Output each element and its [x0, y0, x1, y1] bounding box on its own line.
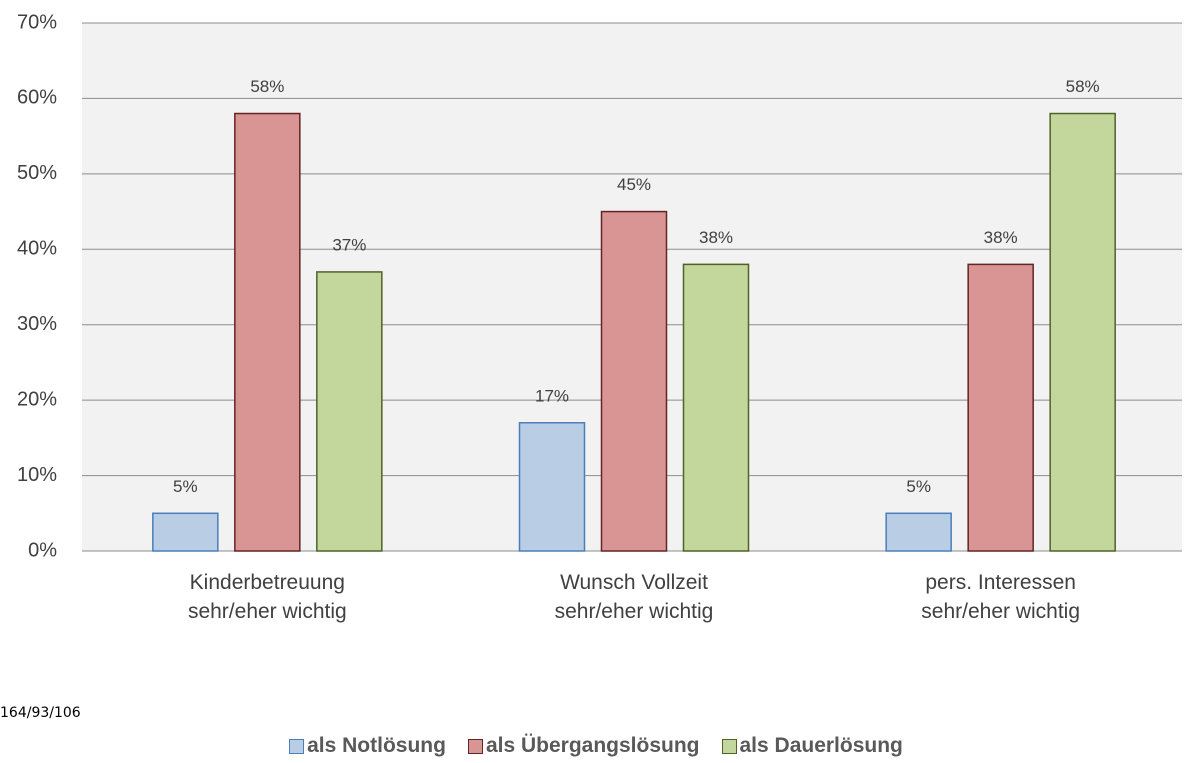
y-tick-label: 30%: [17, 313, 57, 335]
data-label: 45%: [617, 175, 651, 194]
bar: [682, 263, 750, 552]
legend-item: als Dauerlösung: [721, 734, 903, 758]
y-tick-label: 0%: [28, 539, 57, 561]
bar: [600, 210, 668, 552]
annotation: 164/93/106: [0, 705, 81, 721]
legend-label: als Übergangslösung: [485, 734, 700, 757]
data-label: 58%: [250, 77, 284, 96]
data-label: 5%: [906, 477, 931, 496]
y-tick-label: 50%: [17, 162, 57, 184]
bar: [234, 112, 301, 552]
legend-swatch: [721, 738, 737, 754]
legend-item: als Übergangslösung: [467, 734, 700, 758]
y-tick-label: 40%: [17, 238, 57, 260]
x-tick-label: Kinderbetreuung sehr/eher wichtig: [187, 571, 347, 623]
y-tick-label: 70%: [17, 11, 57, 33]
data-label: 38%: [699, 228, 733, 247]
bar: [518, 422, 586, 552]
legend: als Notlösung als Übergangslösung als Daue…: [0, 734, 1192, 758]
legend-item: als Notlösung: [289, 734, 446, 758]
bar: [967, 263, 1034, 552]
data-label: 5%: [173, 477, 198, 496]
bar: [152, 512, 219, 552]
data-label: 58%: [1066, 77, 1100, 96]
x-tick-label: Wunsch Vollzeit sehr/eher wichtig: [554, 571, 714, 623]
data-label: 37%: [332, 235, 366, 254]
bar: [885, 512, 952, 552]
y-tick-label: 20%: [17, 388, 57, 410]
x-tick-label: pers. Interessen sehr/eher wichtig: [921, 571, 1081, 623]
bar: [1049, 112, 1116, 552]
legend-label: als Dauerlösung: [739, 734, 903, 757]
legend-swatch: [289, 738, 305, 754]
data-label: 17%: [535, 386, 569, 405]
bar: [316, 271, 383, 552]
y-tick-label: 10%: [17, 464, 57, 486]
legend-swatch: [467, 738, 483, 754]
y-tick-label: 60%: [17, 87, 57, 109]
data-label: 38%: [984, 228, 1018, 247]
legend-label: als Notlösung: [307, 734, 446, 757]
